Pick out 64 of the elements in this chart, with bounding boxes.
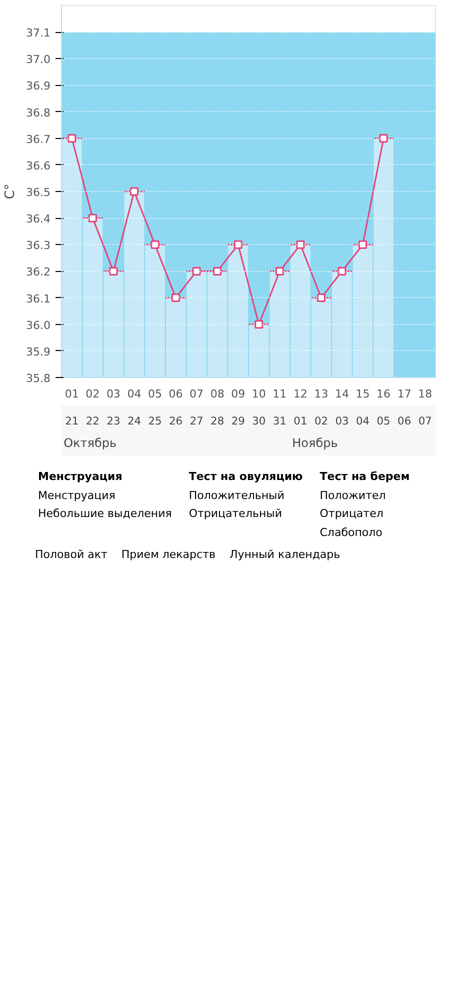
text: Тест на берем (320, 469, 410, 485)
text: 25 (148, 414, 162, 428)
x-tick-label: 05 (148, 388, 162, 400)
x-tick-label: 11 (272, 388, 287, 400)
y-tick-label: 36.0 (26, 318, 51, 332)
text: Отрицательный (188, 506, 283, 522)
text: 29 (231, 414, 246, 428)
text: Менструация (38, 488, 116, 504)
x-tick-label: 01 (64, 388, 79, 400)
text: 21 (65, 414, 79, 428)
text: Слабополо (320, 525, 384, 542)
x-tick-label: 10 (252, 388, 266, 400)
y-tick-label: 36.6 (26, 159, 51, 172)
text: 02 (314, 414, 328, 428)
x-tick-label: 03 (106, 388, 120, 400)
text: 28 (210, 414, 224, 428)
y-tick-label: 35.9 (26, 345, 51, 358)
text: Положител (320, 488, 387, 504)
x-tick-label: 17 (397, 388, 412, 400)
text: Ноябрь (292, 436, 338, 450)
text: 04 (356, 414, 370, 428)
text: Небольшие выделения (38, 506, 172, 522)
x-tick-label: 18 (418, 388, 432, 400)
y-tick-label: 36.2 (26, 266, 51, 279)
y-axis-title: C° (3, 184, 18, 200)
text: Половой акт Прием лекарств Лунный календарь (35, 548, 340, 561)
text: 30 (252, 414, 266, 428)
y-tick-label: 37.0 (26, 53, 51, 66)
x-tick-label: 13 (314, 388, 328, 400)
text: 24 (127, 414, 142, 428)
x-tick-label: 16 (376, 388, 391, 400)
text: 01 (294, 414, 308, 428)
y-tick-label: 36.8 (26, 106, 51, 120)
x-tick-label: 12 (293, 388, 308, 400)
text: Тест на овуляцию (188, 469, 303, 485)
y-tick-label: 36.4 (26, 212, 51, 226)
y-tick-label: 35.8 (26, 372, 51, 385)
y-tick-label: 36.5 (26, 186, 51, 199)
x-tick-label: 02 (86, 388, 100, 400)
text: 31 (272, 414, 286, 428)
text: Отрицател (320, 506, 384, 522)
text: Менструация (38, 469, 124, 485)
x-tick-label: 14 (335, 388, 349, 400)
text: Положительный (188, 488, 286, 504)
x-tick-label: 04 (127, 388, 142, 400)
x-tick-label: 09 (231, 388, 246, 400)
y-tick-label: 36.3 (26, 239, 51, 252)
text: 26 (169, 414, 183, 428)
y-tick-label: 36.1 (26, 292, 51, 306)
text: 27 (190, 414, 204, 428)
text: 07 (418, 414, 432, 428)
y-tick-label: 36.9 (26, 80, 51, 93)
x-tick-label: 07 (190, 388, 204, 400)
text: 06 (398, 414, 412, 428)
text: Октябрь (64, 436, 117, 450)
x-tick-label: 15 (356, 388, 370, 400)
x-tick-label: 06 (168, 388, 183, 400)
x-tick-label: 08 (210, 388, 224, 400)
text: 23 (106, 414, 120, 428)
y-tick-label: 36.7 (26, 132, 51, 146)
text: 03 (335, 414, 349, 428)
y-tick-label: 37.1 (26, 26, 51, 40)
text: 22 (86, 414, 100, 428)
text: 05 (376, 414, 390, 428)
